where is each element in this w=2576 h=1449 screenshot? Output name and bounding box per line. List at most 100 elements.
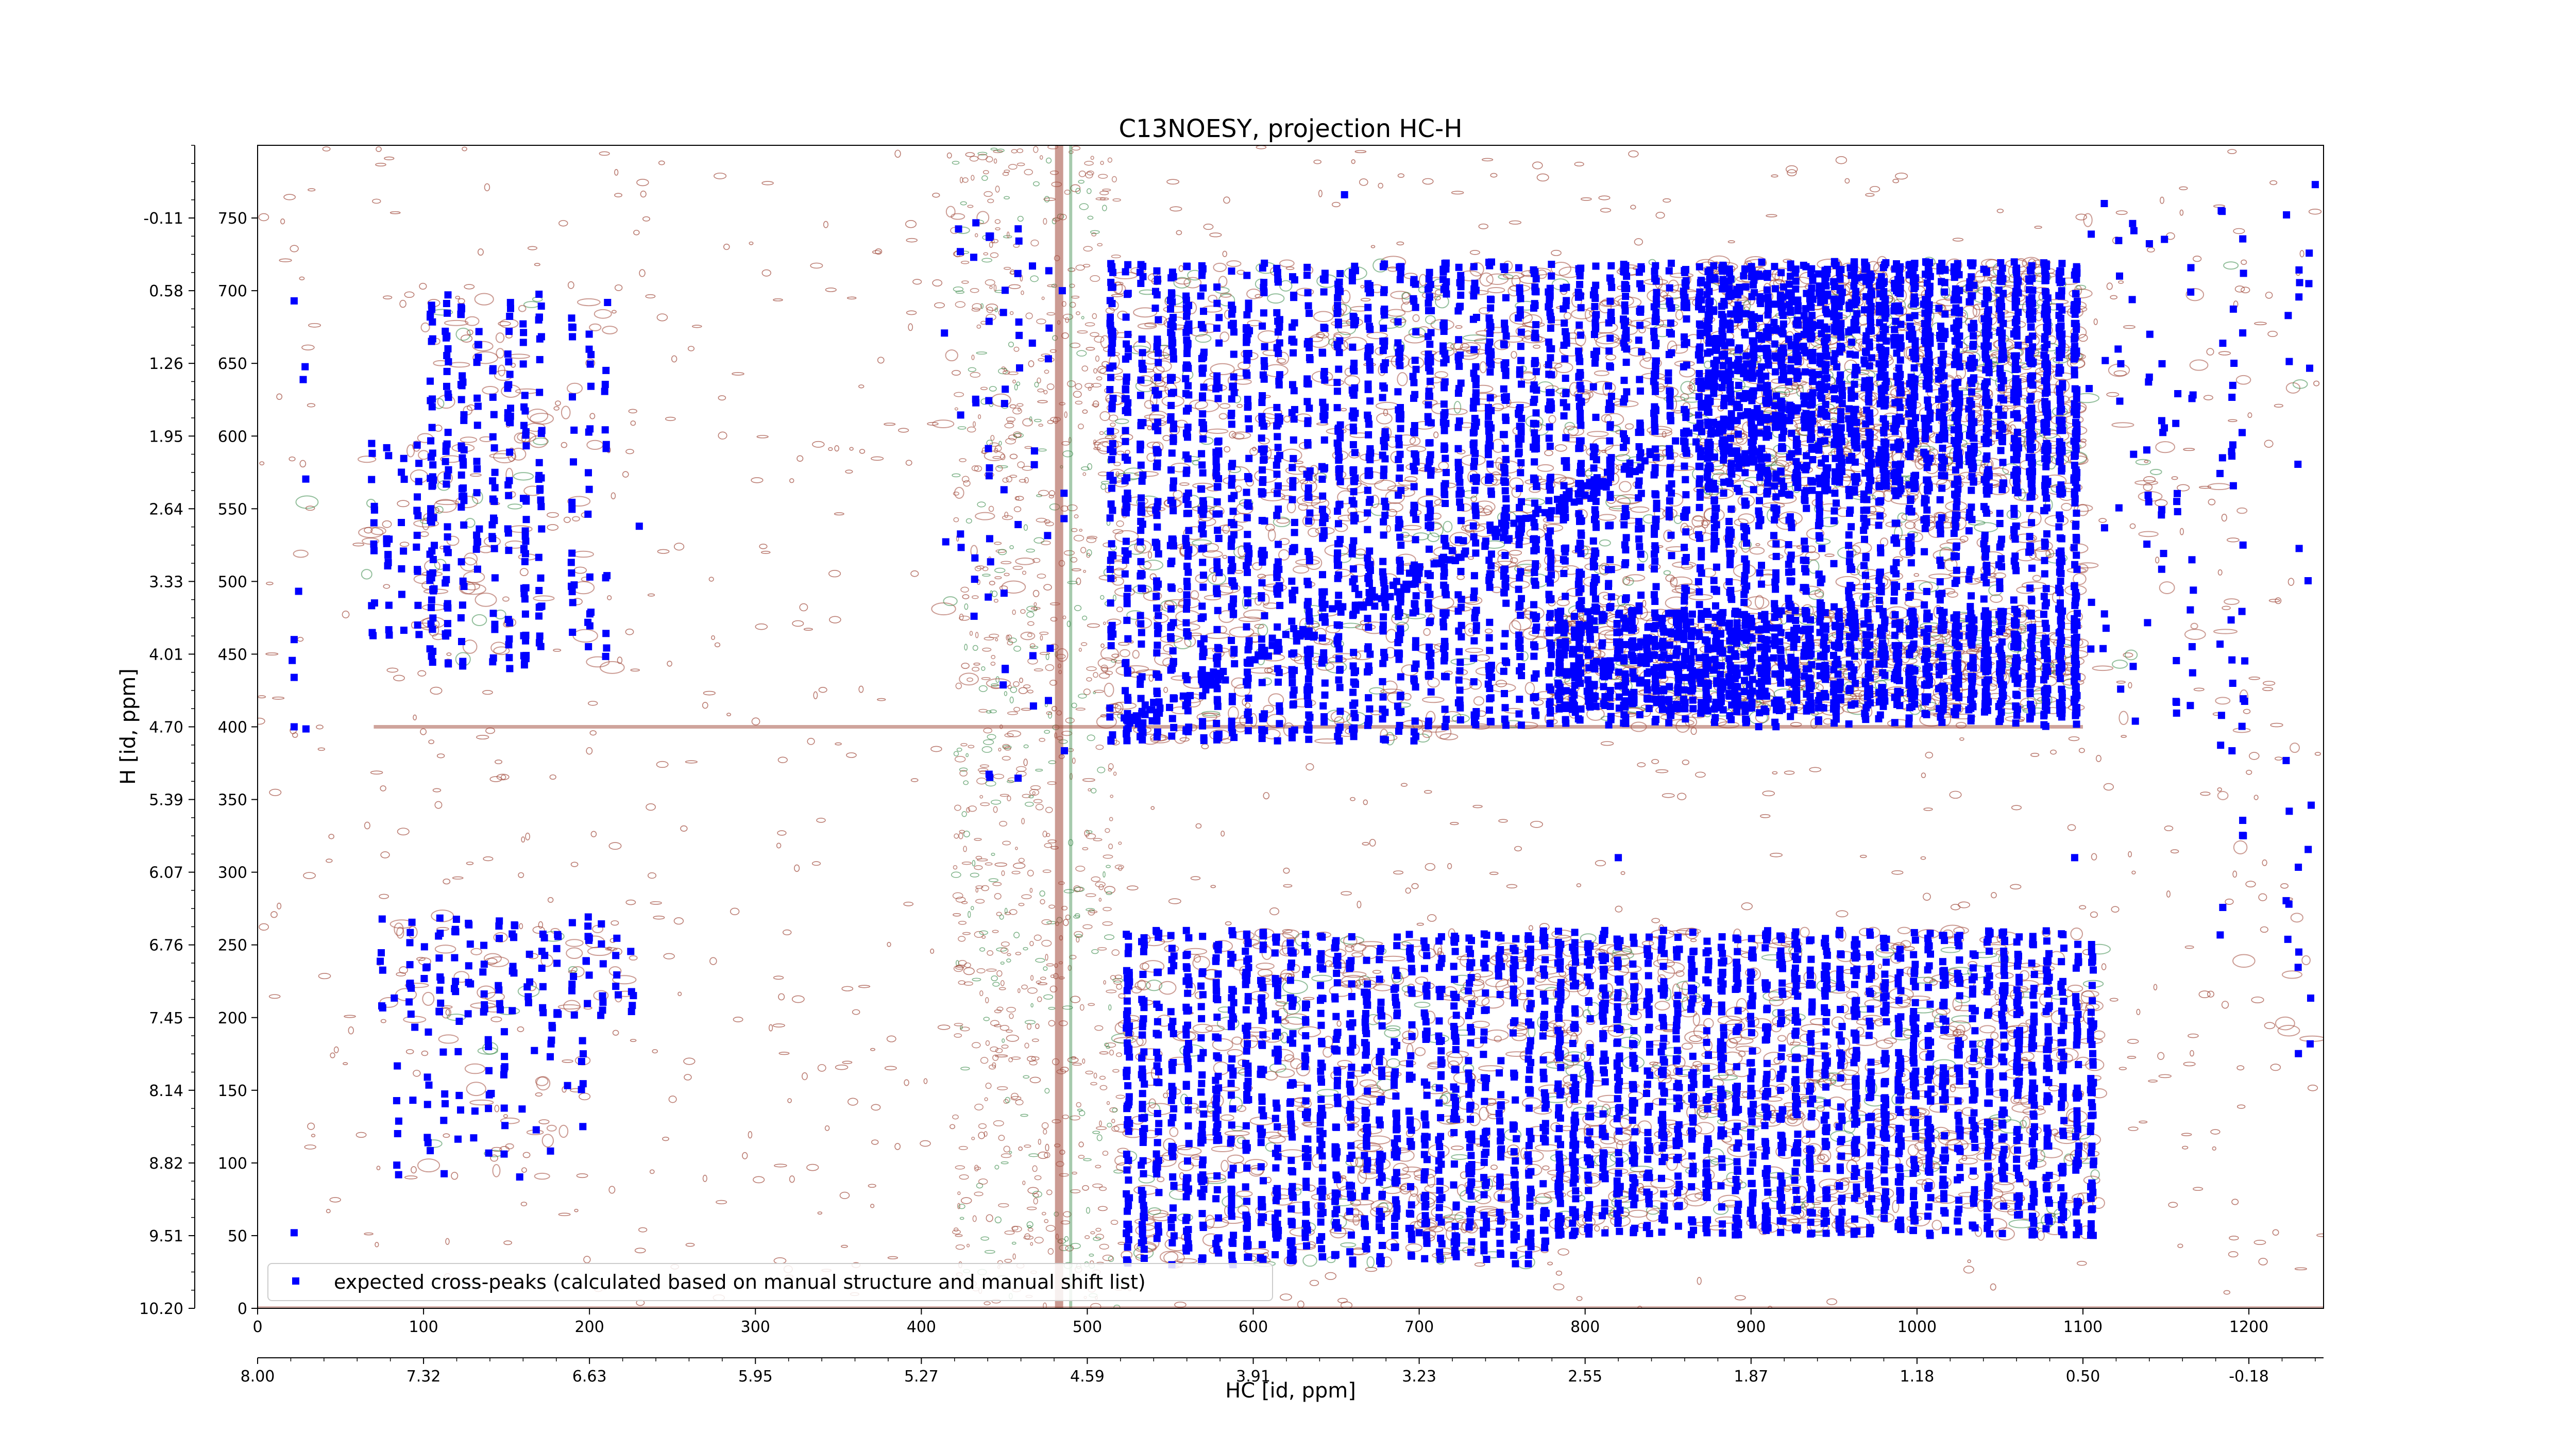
contour-ring: [1004, 746, 1011, 751]
contour-ring: [1341, 891, 1352, 896]
contour-ring: [258, 213, 269, 222]
contour-ring: [981, 677, 991, 680]
contour-ring: [951, 871, 961, 878]
contour-ring: [1024, 169, 1033, 176]
contour-ring: [1066, 380, 1076, 387]
contour-ring: [955, 301, 965, 308]
contour-ring: [428, 739, 434, 745]
contour-ring: [1311, 974, 1333, 982]
contour-ring: [995, 465, 1003, 472]
contour-ring: [1544, 449, 1553, 457]
contour-ring: [1468, 628, 1472, 633]
contour-ring: [813, 691, 818, 699]
contour-ring: [1069, 301, 1076, 308]
contour-ring: [963, 967, 975, 975]
contour-ring: [1203, 224, 1214, 230]
contour-ring: [2011, 805, 2022, 811]
contour-ring: [1977, 1200, 1985, 1212]
contour-ring: [1042, 869, 1052, 873]
contour-ring: [1147, 551, 1153, 559]
contour-ring: [1099, 1051, 1109, 1055]
contour-ring: [299, 276, 305, 281]
contour-ring: [1067, 1057, 1079, 1063]
contour-ring: [985, 1083, 992, 1089]
contour-ring: [986, 968, 997, 972]
contour-ring: [1323, 1047, 1333, 1058]
contour-ring: [761, 181, 774, 186]
contour-ring: [2106, 392, 2120, 397]
contour-ring: [533, 595, 555, 601]
contour-ring: [1015, 496, 1024, 501]
contour-ring: [858, 985, 871, 988]
contour-ring: [1103, 621, 1106, 625]
contour-ring: [1475, 654, 1490, 662]
contour-ring: [1386, 525, 1391, 533]
contour-ring: [1033, 537, 1045, 544]
contour-ring: [1050, 974, 1055, 978]
contour-ring: [1474, 1262, 1485, 1267]
contour-ring: [1001, 561, 1012, 564]
contour-ring: [1070, 1243, 1081, 1249]
contour-ring: [953, 287, 964, 292]
contour-ring: [1159, 981, 1177, 995]
contour-ring: [318, 973, 331, 980]
contour-ring: [994, 576, 1002, 580]
contour-ring: [959, 1217, 964, 1220]
contour-ring: [1093, 838, 1103, 841]
contour-ring: [1991, 892, 1997, 899]
contour-ring: [1451, 191, 1464, 195]
contour-ring: [1082, 1185, 1089, 1191]
contour-ring: [1111, 1119, 1115, 1123]
contour-ring: [870, 1048, 876, 1051]
contour-ring: [394, 922, 404, 936]
contour-ring: [1033, 934, 1042, 941]
contour-ring: [1102, 1254, 1113, 1261]
contour-ring: [2179, 209, 2184, 216]
contour-ring: [1046, 963, 1054, 967]
contour-ring: [1016, 766, 1027, 772]
contour-ring: [1619, 481, 1632, 493]
contour-ring: [1072, 1171, 1077, 1175]
contour-ring: [1084, 1235, 1090, 1239]
contour-ring: [1086, 536, 1097, 543]
contour-ring: [647, 872, 657, 879]
contour-ring: [1043, 390, 1048, 395]
contour-ring: [1235, 485, 1242, 493]
contour-ring: [2316, 1233, 2324, 1237]
contour-ring: [999, 914, 1004, 920]
contour-ring: [1354, 150, 1367, 154]
contour-ring: [987, 734, 996, 740]
contour-ring: [1074, 605, 1082, 611]
contour-ring: [2095, 754, 2102, 762]
contour-ring: [1282, 980, 1308, 995]
contour-ring: [466, 1082, 486, 1097]
contour-ring: [950, 1124, 956, 1130]
contour-ring: [1029, 1076, 1041, 1084]
contour-ring: [773, 298, 783, 301]
contour-ring: [859, 449, 866, 454]
contour-ring: [1370, 710, 1382, 715]
contour-ring: [1018, 1146, 1023, 1151]
contour-ring: [965, 518, 972, 524]
contour-ring: [328, 834, 334, 839]
contour-ring: [995, 1054, 1008, 1058]
contour-ring: [1043, 1128, 1047, 1135]
contour-ring: [1044, 843, 1053, 848]
contour-ring: [986, 710, 992, 714]
contour-ring: [2118, 280, 2124, 284]
contour-ring: [1422, 696, 1445, 703]
contour-ring: [1023, 1235, 1034, 1240]
contour-ring: [1547, 1261, 1553, 1266]
contour-ring: [1071, 146, 1081, 151]
contour-ring: [1220, 1114, 1234, 1121]
contour-ring: [1159, 1251, 1179, 1263]
contour-ring: [846, 752, 857, 758]
contour-ring: [1078, 693, 1087, 699]
contour-ring: [1036, 980, 1042, 984]
contour-ring: [1030, 1242, 1033, 1246]
contour-ring: [999, 820, 1008, 827]
contour-ring: [1084, 383, 1094, 389]
contour-ring: [1169, 1127, 1179, 1137]
contour-ring: [974, 838, 982, 841]
contour-ring: [1088, 788, 1092, 791]
